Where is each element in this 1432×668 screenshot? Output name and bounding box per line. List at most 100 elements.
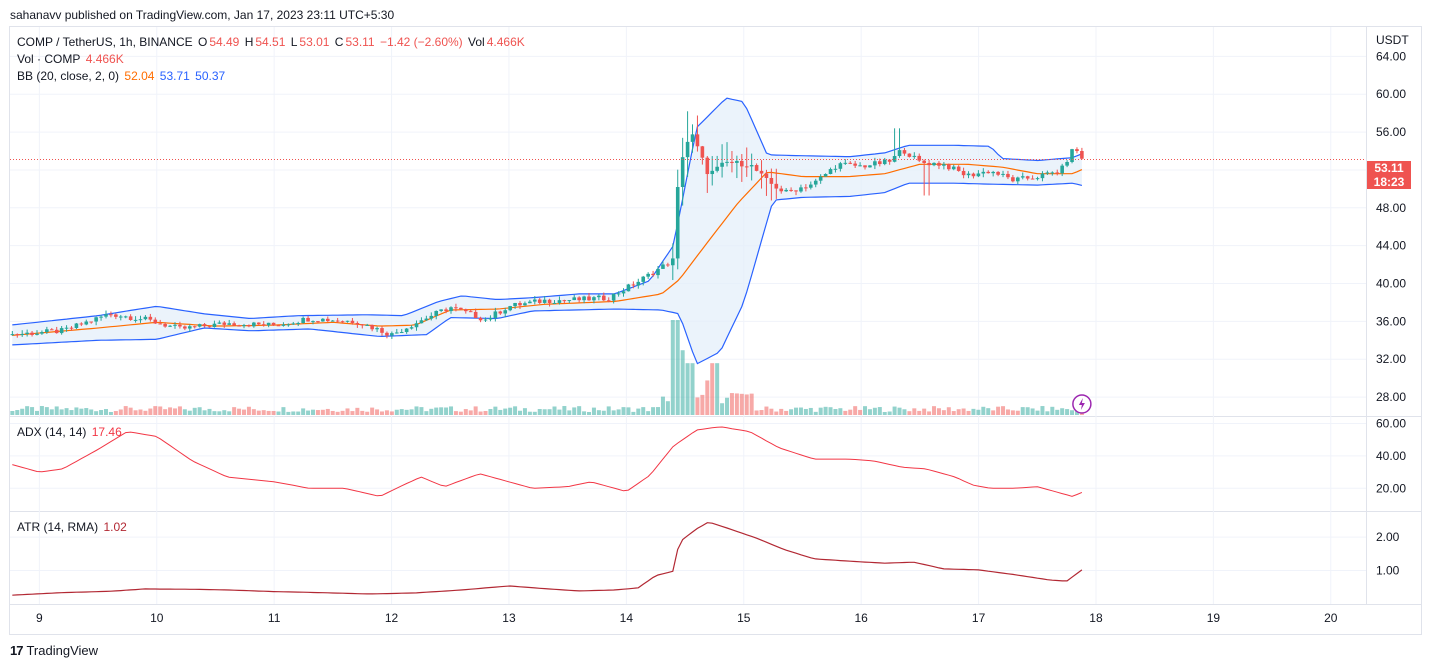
volume-bar bbox=[675, 320, 680, 415]
candle-body bbox=[764, 173, 769, 178]
candle-body bbox=[828, 169, 833, 175]
price-tick-label: 64.00 bbox=[1376, 49, 1406, 63]
footer-logo[interactable]: 17 TradingView bbox=[10, 643, 98, 658]
price-tick-label: 36.00 bbox=[1376, 314, 1406, 328]
candle-body bbox=[330, 320, 335, 322]
volume-bar bbox=[276, 411, 281, 415]
volume-bar bbox=[848, 409, 853, 415]
volume-legend-label[interactable]: Vol · COMP bbox=[17, 52, 81, 66]
candle-body bbox=[528, 301, 532, 304]
volume-bar bbox=[754, 410, 759, 415]
bb-basis-value: 52.04 bbox=[124, 69, 155, 83]
volume-bar bbox=[631, 411, 636, 415]
volume-bar bbox=[296, 411, 301, 415]
adx-tick-label: 40.00 bbox=[1376, 449, 1406, 463]
volume-bar bbox=[927, 411, 932, 415]
candle-body bbox=[927, 162, 931, 166]
volume-bar bbox=[858, 409, 863, 415]
atr-legend-label[interactable]: ATR (14, RMA) bbox=[17, 520, 99, 534]
volume-bar bbox=[764, 406, 769, 415]
atr-legend-value: 1.02 bbox=[103, 520, 127, 534]
volume-bar bbox=[542, 409, 547, 415]
candle-body bbox=[375, 328, 379, 330]
volume-legend-value: 4.466K bbox=[85, 52, 124, 66]
candle-body bbox=[1035, 178, 1040, 180]
price-tick-label: 40.00 bbox=[1376, 277, 1406, 291]
volume-bar bbox=[641, 407, 646, 415]
volume-bar bbox=[468, 410, 473, 415]
candle-body bbox=[197, 324, 202, 327]
volume-bar bbox=[867, 409, 872, 415]
candle-body bbox=[1030, 178, 1035, 180]
candle-body bbox=[1025, 176, 1030, 179]
volume-bar bbox=[872, 407, 877, 415]
price-axis-unit-label: USDT bbox=[1376, 33, 1409, 47]
adx-legend-label[interactable]: ADX (14, 14) bbox=[17, 425, 87, 439]
volume-bar bbox=[118, 409, 123, 415]
volume-bar bbox=[251, 409, 256, 415]
volume-bar bbox=[54, 406, 59, 415]
volume-bar bbox=[439, 407, 444, 415]
volume-bar bbox=[951, 411, 956, 415]
candle-body bbox=[1060, 165, 1064, 174]
volume-bar bbox=[601, 410, 606, 415]
candle-body bbox=[183, 326, 187, 329]
volume-bar bbox=[1065, 409, 1070, 415]
volume-bar bbox=[128, 407, 133, 415]
x-tick-label: 13 bbox=[502, 611, 516, 625]
symbol-title[interactable]: COMP / TetherUS, 1h, BINANCE bbox=[17, 35, 193, 49]
candle-body bbox=[735, 160, 739, 163]
volume-bar bbox=[197, 407, 202, 415]
low-value: 53.01 bbox=[299, 35, 330, 49]
volume-bar bbox=[902, 409, 907, 415]
chart-frame[interactable] bbox=[9, 26, 1422, 635]
volume-bar bbox=[779, 408, 784, 415]
x-tick-label: 11 bbox=[268, 611, 281, 625]
volume-bar bbox=[498, 409, 503, 415]
candle-body bbox=[424, 318, 429, 321]
candle-body bbox=[587, 296, 591, 301]
candle-body bbox=[611, 293, 616, 301]
volume-bar bbox=[330, 410, 335, 415]
volume-bar bbox=[680, 350, 685, 415]
volume-bar bbox=[897, 407, 902, 415]
candle-body bbox=[942, 164, 946, 166]
candle-body bbox=[483, 319, 488, 321]
candle-body bbox=[99, 316, 103, 318]
candle-body bbox=[759, 170, 764, 174]
adx-tick-label: 20.00 bbox=[1376, 481, 1406, 495]
candle-body bbox=[128, 316, 133, 320]
candle-body bbox=[296, 322, 301, 324]
volume-bar bbox=[813, 411, 818, 415]
candle-body bbox=[89, 321, 94, 323]
candle-body bbox=[744, 166, 749, 168]
volume-bar bbox=[168, 407, 173, 415]
volume-bar bbox=[996, 406, 1001, 415]
candle-body bbox=[794, 190, 798, 192]
candle-body bbox=[606, 300, 611, 302]
candle-body bbox=[902, 150, 907, 154]
candle-body bbox=[991, 171, 995, 174]
volume-bar bbox=[946, 407, 951, 415]
volume-bar bbox=[976, 409, 981, 415]
volume-bar bbox=[1035, 410, 1040, 415]
candle-body bbox=[626, 284, 631, 292]
volume-bar bbox=[853, 406, 858, 415]
volume-bar bbox=[522, 408, 527, 415]
candle-body bbox=[1070, 149, 1074, 163]
candle-body bbox=[74, 323, 79, 329]
volume-bar bbox=[552, 406, 557, 415]
candle-body bbox=[951, 166, 956, 170]
candle-body bbox=[572, 297, 577, 301]
bb-legend-label[interactable]: BB (20, close, 2, 0) bbox=[17, 69, 120, 83]
candle-body bbox=[463, 309, 468, 312]
x-tick-label: 16 bbox=[854, 611, 868, 625]
candle-body bbox=[493, 311, 498, 319]
candle-body bbox=[779, 188, 784, 192]
candle-body bbox=[291, 323, 296, 325]
candle-body bbox=[178, 324, 182, 327]
atr-line bbox=[12, 522, 1083, 596]
candle-body bbox=[597, 295, 601, 298]
volume-bar bbox=[138, 409, 143, 415]
